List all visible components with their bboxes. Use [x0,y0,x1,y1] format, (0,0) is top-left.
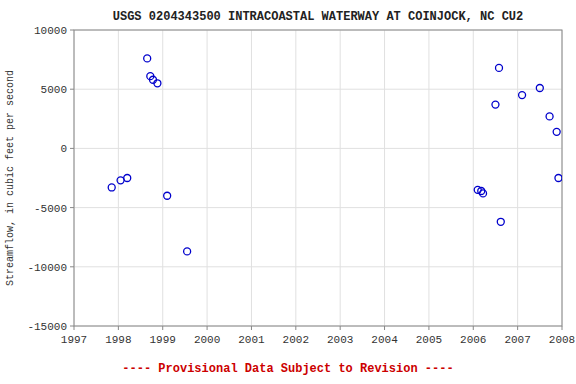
y-tick-label: 5000 [41,84,67,96]
y-tick-label: -5000 [34,203,67,215]
y-tick-label: 10000 [34,25,67,37]
grid-line-x [251,30,252,326]
grid [74,30,562,326]
x-tick-label: 1999 [150,334,176,346]
grid-line-x [162,30,163,326]
x-tick-label: 2001 [238,334,265,346]
y-tick [70,266,74,267]
scatter-point [497,218,504,225]
scatter-point [117,177,124,184]
x-tick [517,326,518,330]
x-tick [562,326,563,330]
y-tick [70,30,74,31]
x-tick-label: 2007 [504,334,530,346]
scatter-point [184,248,191,255]
grid-line-x [384,30,385,326]
plot-frame [74,30,562,326]
x-tick [74,326,75,330]
y-tick-label: 0 [60,143,67,155]
x-tick [295,326,296,330]
x-tick [473,326,474,330]
grid-line-y [74,207,562,208]
grid-line-y [74,148,562,149]
scatter-point [144,55,151,62]
x-tick [207,326,208,330]
note: ---- Provisional Data Subject to Revisio… [122,362,453,376]
axes: 1997 1998 1999 2000 2001 2002 2003 2004 2005 2006… [27,25,575,346]
grid-line-x [428,30,429,326]
grid-line-x [473,30,474,326]
scatter-point [480,190,487,197]
scatter-point [124,175,131,182]
scatter-point [555,175,562,182]
scatter-point [108,184,115,191]
grid-line-x [517,30,518,326]
x-tick [340,326,341,330]
x-tick-label: 2003 [327,334,353,346]
y-tick-label: -10000 [27,262,67,274]
y-axis-label: Streamflow, in cubic feet per second [5,70,16,286]
grid-line-x [207,30,208,326]
x-tick-label: 2006 [460,334,486,346]
x-tick [162,326,163,330]
x-tick-label: 2002 [283,334,309,346]
grid-line-y [74,89,562,90]
y-tick [70,207,74,208]
y-tick [70,148,74,149]
x-tick [428,326,429,330]
plot-background [74,30,562,326]
grid-line-x [295,30,296,326]
scatter-point [154,80,161,87]
x-tick-label: 2005 [416,334,442,346]
x-tick [251,326,252,330]
chart: 1997 1998 1999 2000 2001 2002 2003 2004 2005 2006… [0,0,576,384]
y-tick [70,326,74,327]
y-tick [70,89,74,90]
x-tick-label: 1998 [105,334,131,346]
scatter-point [496,64,503,71]
x-tick-label: 2004 [371,334,398,346]
x-tick-label: 2008 [549,334,575,346]
x-tick [118,326,119,330]
x-tick-label: 1997 [61,334,87,346]
grid-line-y [74,266,562,267]
scatter-point [536,85,543,92]
scatter-point [546,113,553,120]
scatter-point [553,128,560,135]
scatter-point [492,101,499,108]
title: USGS 0204343500 INTRACOASTAL WATERWAY AT… [113,10,523,24]
x-tick-label: 2000 [194,334,220,346]
y-tick-label: -15000 [27,321,67,333]
grid-line-x [340,30,341,326]
chart-container: 1997 1998 1999 2000 2001 2002 2003 2004 2005 2006… [0,0,576,384]
x-tick [384,326,385,330]
points [108,55,562,255]
scatter-point [519,92,526,99]
scatter-point [164,192,171,199]
